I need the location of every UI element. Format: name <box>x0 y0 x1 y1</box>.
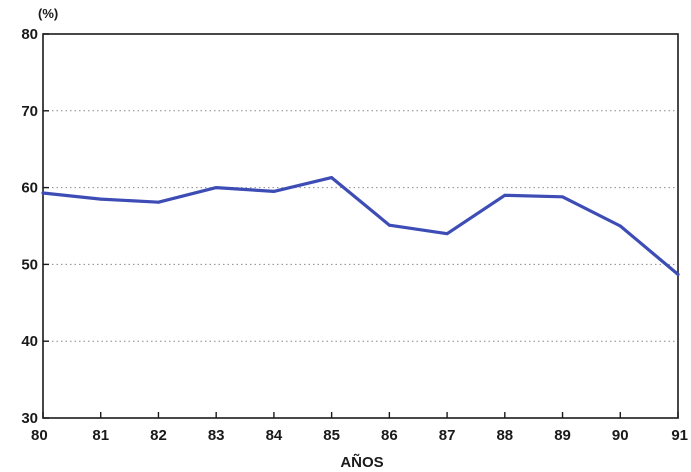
y-tick-label: 80 <box>21 26 38 43</box>
x-tick-label: 82 <box>150 427 167 444</box>
data-point <box>272 189 276 193</box>
y-axis-unit-label: (%) <box>38 6 58 21</box>
data-point <box>618 224 622 228</box>
data-point <box>156 200 160 204</box>
y-tick-label: 30 <box>21 410 38 427</box>
x-tick-label: 80 <box>31 427 48 444</box>
data-point <box>387 223 391 227</box>
y-tick-label: 60 <box>21 180 38 197</box>
data-point <box>445 232 449 236</box>
x-tick-label: 90 <box>612 427 629 444</box>
x-axis: 80 81 82 83 84 85 86 87 88 89 90 91 <box>31 412 688 444</box>
y-tick-label: 70 <box>21 103 38 120</box>
x-tick-label: 88 <box>496 427 513 444</box>
data-point <box>41 191 45 195</box>
data-point <box>99 197 103 201</box>
x-tick-label: 89 <box>554 427 571 444</box>
x-tick-label: 81 <box>92 427 109 444</box>
x-tick-label: 86 <box>381 427 398 444</box>
data-point <box>214 186 218 190</box>
plot-frame <box>42 33 679 419</box>
x-axis-title: AÑOS <box>340 453 383 471</box>
x-tick-label: 84 <box>266 427 283 444</box>
data-point <box>676 272 680 276</box>
gridlines <box>43 110 678 342</box>
y-tick-label: 50 <box>21 256 38 273</box>
y-tick-label: 40 <box>21 333 38 350</box>
x-tick-label: 83 <box>208 427 225 444</box>
x-tick-label: 87 <box>439 427 456 444</box>
data-points <box>41 176 680 276</box>
series-line <box>41 176 680 276</box>
y-axis: 30 40 50 60 70 80 <box>21 26 49 427</box>
data-point <box>561 195 565 199</box>
data-point <box>330 176 334 180</box>
x-tick-label: 91 <box>671 427 688 444</box>
x-tick-label: 85 <box>323 427 340 444</box>
data-point <box>503 193 507 197</box>
